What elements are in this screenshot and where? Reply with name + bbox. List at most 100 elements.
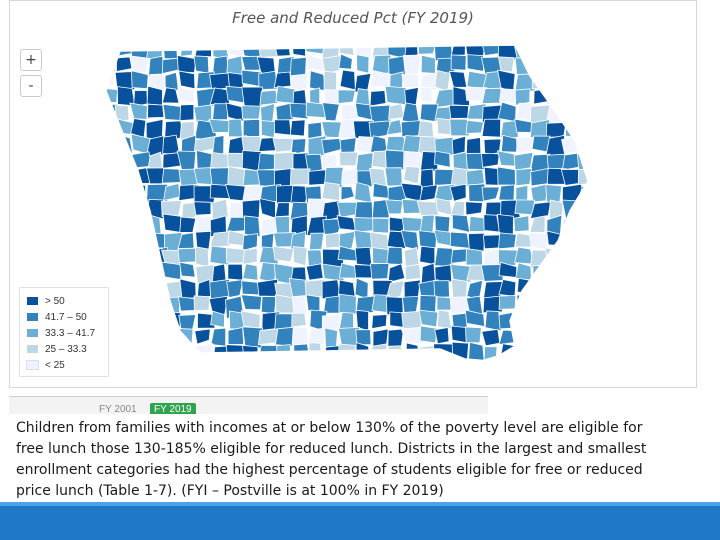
school-district[interactable]	[149, 279, 163, 302]
school-district[interactable]	[289, 102, 309, 120]
school-district[interactable]	[401, 216, 423, 232]
school-district[interactable]	[226, 279, 244, 298]
school-district[interactable]	[129, 55, 150, 74]
school-district[interactable]	[338, 359, 355, 376]
school-district[interactable]	[178, 70, 196, 90]
school-district[interactable]	[292, 246, 308, 267]
school-district[interactable]	[114, 233, 131, 249]
school-district[interactable]	[498, 232, 517, 250]
school-district[interactable]	[562, 295, 583, 314]
school-district[interactable]	[562, 87, 579, 107]
school-district[interactable]	[306, 54, 326, 71]
school-district[interactable]	[320, 360, 344, 381]
school-district[interactable]	[514, 246, 534, 265]
school-district[interactable]	[131, 202, 148, 218]
school-district[interactable]	[384, 167, 403, 187]
school-district[interactable]	[177, 247, 199, 263]
school-district[interactable]	[433, 229, 453, 247]
school-district[interactable]	[129, 245, 151, 265]
school-district[interactable]	[465, 119, 485, 134]
school-district[interactable]	[241, 86, 263, 108]
school-district[interactable]	[272, 245, 295, 263]
district-polygons[interactable]	[97, 38, 599, 381]
school-district[interactable]	[436, 296, 452, 311]
school-district[interactable]	[116, 183, 130, 199]
school-district[interactable]	[561, 263, 582, 283]
school-district[interactable]	[547, 358, 570, 377]
school-district[interactable]	[577, 280, 593, 298]
school-district[interactable]	[260, 296, 277, 315]
school-district[interactable]	[514, 118, 534, 133]
school-district[interactable]	[579, 135, 597, 158]
school-district[interactable]	[114, 71, 136, 92]
school-district[interactable]	[289, 168, 311, 186]
school-district[interactable]	[242, 263, 259, 281]
school-district[interactable]	[384, 85, 407, 106]
school-district[interactable]	[416, 201, 439, 216]
tab-fy-2019[interactable]: FY 2019	[150, 403, 196, 416]
school-district[interactable]	[321, 54, 343, 75]
school-district[interactable]	[337, 89, 356, 104]
school-district[interactable]	[497, 166, 516, 186]
school-district[interactable]	[129, 102, 148, 120]
school-district[interactable]	[464, 309, 486, 328]
school-district[interactable]	[179, 104, 195, 122]
school-district[interactable]	[564, 70, 579, 89]
school-district[interactable]	[354, 358, 373, 381]
school-district[interactable]	[338, 230, 356, 251]
school-district[interactable]	[179, 261, 196, 278]
school-district[interactable]	[579, 295, 597, 315]
school-district[interactable]	[307, 327, 327, 345]
school-district[interactable]	[193, 55, 210, 74]
school-district[interactable]	[468, 341, 485, 363]
school-district[interactable]	[115, 198, 133, 220]
school-district[interactable]	[419, 245, 436, 265]
school-district[interactable]	[437, 309, 453, 330]
school-district[interactable]	[562, 249, 582, 270]
school-district[interactable]	[115, 151, 134, 172]
school-district[interactable]	[549, 280, 568, 300]
school-district[interactable]	[228, 118, 243, 138]
school-district[interactable]	[289, 56, 307, 77]
school-district[interactable]	[272, 137, 294, 153]
school-district[interactable]	[162, 40, 178, 60]
school-district[interactable]	[481, 186, 501, 202]
school-district[interactable]	[372, 217, 390, 234]
school-district[interactable]	[305, 38, 326, 55]
school-district[interactable]	[291, 295, 308, 316]
school-district[interactable]	[130, 310, 153, 331]
school-district[interactable]	[131, 70, 149, 90]
school-district[interactable]	[309, 232, 325, 251]
school-district[interactable]	[450, 264, 472, 283]
school-district[interactable]	[401, 310, 422, 329]
school-district[interactable]	[176, 55, 197, 74]
school-district[interactable]	[242, 344, 259, 362]
school-district[interactable]	[129, 295, 149, 319]
school-district[interactable]	[242, 247, 258, 265]
school-district[interactable]	[146, 40, 163, 60]
school-district[interactable]	[274, 202, 290, 218]
school-district[interactable]	[227, 263, 244, 281]
school-district[interactable]	[194, 328, 211, 345]
school-district[interactable]	[99, 122, 117, 143]
school-district[interactable]	[240, 310, 261, 330]
school-district[interactable]	[226, 38, 245, 58]
school-district[interactable]	[418, 230, 438, 251]
school-district[interactable]	[435, 359, 450, 378]
school-district[interactable]	[225, 247, 246, 264]
school-district[interactable]	[529, 215, 546, 233]
school-district[interactable]	[292, 360, 310, 378]
school-district[interactable]	[529, 201, 552, 220]
school-district[interactable]	[516, 136, 534, 154]
school-district[interactable]	[308, 169, 327, 186]
school-district[interactable]	[163, 359, 180, 378]
school-district[interactable]	[210, 310, 225, 328]
school-district[interactable]	[516, 326, 534, 347]
school-district[interactable]	[338, 53, 353, 70]
school-district[interactable]	[513, 151, 534, 171]
school-district[interactable]	[516, 345, 535, 362]
school-district[interactable]	[114, 40, 135, 57]
school-district[interactable]	[338, 293, 357, 315]
school-district[interactable]	[579, 230, 596, 250]
school-district[interactable]	[355, 295, 376, 314]
